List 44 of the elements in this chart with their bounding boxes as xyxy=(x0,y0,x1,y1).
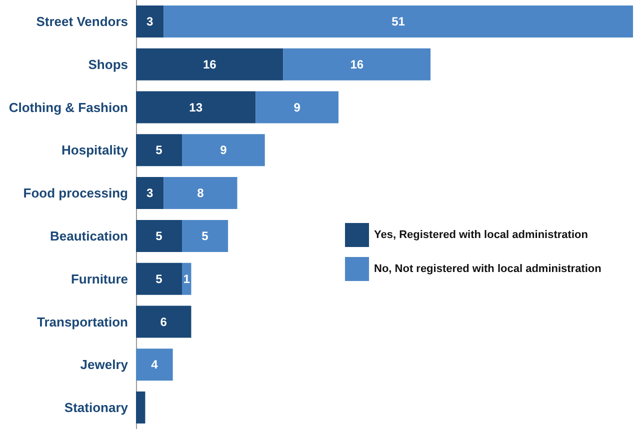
bar xyxy=(136,48,284,80)
data-label: 5 xyxy=(156,143,163,158)
data-label: 5 xyxy=(156,228,163,243)
y-tick-label: Food processing xyxy=(23,186,128,201)
y-tick-label: Stationary xyxy=(64,400,129,416)
data-label: 3 xyxy=(146,14,154,28)
data-label: 8 xyxy=(197,186,204,200)
bar xyxy=(136,134,182,166)
y-tick-label: Shops xyxy=(88,56,128,72)
data-label: 6 xyxy=(160,314,168,329)
bar xyxy=(136,348,173,381)
y-tick-label: Clothing & Fashion xyxy=(8,100,128,115)
data-label: 4 xyxy=(151,358,158,372)
bar xyxy=(164,177,238,210)
data-label: 13 xyxy=(189,100,203,114)
y-tick-label: Beautication xyxy=(50,228,128,244)
y-tick-label: Street Vendors xyxy=(36,14,128,29)
data-label: 9 xyxy=(220,143,228,158)
data-label: 5 xyxy=(156,272,163,286)
bar xyxy=(256,91,338,124)
bar xyxy=(182,134,265,166)
bar xyxy=(136,392,146,424)
bar xyxy=(136,220,182,252)
data-label: 51 xyxy=(392,14,406,28)
data-label: 16 xyxy=(202,57,217,72)
bar xyxy=(136,5,164,38)
legend-label: No, Not registered with local administration xyxy=(374,263,602,275)
y-tick-label: Transportation xyxy=(36,314,128,330)
bar xyxy=(283,48,431,80)
data-label: 5 xyxy=(202,228,209,243)
data-label: 9 xyxy=(294,100,301,114)
y-tick-label: Hospitality xyxy=(62,142,129,158)
data-label: 16 xyxy=(350,57,364,72)
bar xyxy=(164,5,633,38)
data-label: 1 xyxy=(183,272,190,286)
bar xyxy=(136,177,164,210)
data-label: 3 xyxy=(146,186,154,200)
bar xyxy=(136,91,256,124)
bar xyxy=(136,306,192,338)
legend-label: Yes, Registered with local administration xyxy=(374,229,588,241)
y-tick-label: Furniture xyxy=(70,271,128,286)
bar xyxy=(182,220,228,252)
bar xyxy=(136,262,182,295)
y-tick-label: Jewelry xyxy=(80,357,129,372)
